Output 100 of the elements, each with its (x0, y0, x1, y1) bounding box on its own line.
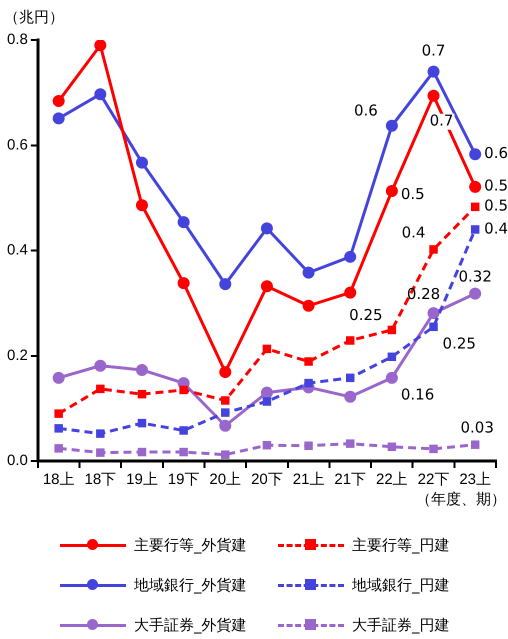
point (304, 441, 313, 450)
x-tick-label: 18下 (84, 471, 116, 488)
point (96, 448, 105, 457)
y-tick-label: 0.6 (6, 136, 28, 154)
point (221, 396, 230, 405)
x-axis-title: （年度、期） (416, 490, 506, 508)
point (138, 448, 146, 456)
point (386, 120, 398, 132)
data-label: 0.03 (460, 418, 494, 437)
x-tick-label: 21上 (292, 471, 324, 488)
point (94, 88, 106, 100)
point (52, 95, 65, 108)
x-tick-label: 22上 (376, 471, 408, 488)
y-tick-label: 0.8 (6, 31, 28, 48)
point (179, 386, 188, 394)
point (302, 266, 315, 279)
point (346, 374, 354, 382)
point (470, 225, 480, 234)
legend-label: 主要行等_外貨建 (134, 536, 246, 554)
point (386, 185, 398, 198)
data-label: 0.25 (349, 306, 383, 324)
y-axis-title: （兆円） (4, 8, 64, 26)
point (469, 180, 482, 193)
point (219, 366, 232, 378)
point (429, 245, 438, 254)
point (304, 357, 313, 366)
point (179, 448, 188, 456)
point (221, 408, 230, 417)
data-label: 0.6 (354, 102, 378, 120)
x-tick-label: 20上 (209, 471, 242, 488)
point (262, 440, 272, 450)
point (388, 442, 396, 452)
x-tick-label: 18上 (42, 471, 75, 488)
data-label: 0.5 (484, 176, 508, 195)
point (470, 440, 480, 449)
point (302, 300, 315, 312)
point (469, 148, 482, 160)
legend-label: 大手証券_外貨建 (134, 616, 246, 634)
x-tick-label: 21下 (334, 471, 366, 488)
point (346, 439, 354, 448)
data-label: 0.5 (400, 184, 425, 203)
point (94, 360, 106, 372)
data-label: 0.4 (484, 219, 508, 238)
y-tick-label: 0.0 (6, 452, 28, 470)
point (260, 280, 273, 292)
data-label: 0.32 (458, 268, 492, 286)
data-label: 0.7 (430, 112, 454, 130)
point (94, 40, 106, 52)
data-label: 0.7 (422, 41, 446, 60)
x-tick-label: 20下 (251, 471, 283, 488)
point (429, 444, 438, 454)
point (388, 326, 396, 334)
x-tick-label: 19下 (168, 471, 200, 488)
point (428, 90, 440, 102)
data-label: 0.28 (406, 285, 440, 304)
y-tick-label: 0.2 (6, 346, 28, 364)
point (344, 286, 356, 299)
point (344, 250, 356, 263)
point (136, 199, 148, 212)
point (52, 372, 65, 384)
point (469, 288, 482, 300)
data-label: 0.16 (400, 386, 434, 404)
point (219, 420, 232, 432)
point (429, 322, 438, 332)
point (138, 390, 146, 398)
point (136, 364, 148, 376)
data-label: 0.25 (442, 334, 476, 353)
point (52, 112, 65, 124)
point (344, 390, 356, 403)
point (388, 352, 396, 362)
point (178, 277, 190, 290)
legend-label: 大手証券_円建 (352, 616, 450, 634)
point (262, 344, 272, 354)
legend-label: 地域銀行_円建 (352, 576, 450, 594)
point (136, 156, 148, 169)
point (219, 278, 232, 290)
point (179, 426, 188, 435)
point (54, 444, 63, 453)
legend-label: 地域銀行_外貨建 (134, 576, 246, 594)
x-tick-label: 23上 (459, 471, 492, 488)
x-tick-label: 19上 (126, 471, 158, 488)
point (260, 386, 273, 399)
point (178, 216, 190, 228)
point (54, 409, 63, 418)
legend-label: 主要行等_円建 (352, 536, 450, 554)
point (346, 336, 354, 345)
point (138, 418, 146, 428)
point (428, 307, 440, 320)
data-label: 0.4 (402, 223, 426, 242)
data-label: 0.6 (484, 144, 508, 162)
point (304, 378, 313, 388)
x-tick-label: 22下 (418, 471, 450, 488)
point (96, 384, 105, 394)
point (260, 222, 273, 234)
point (428, 66, 440, 78)
data-label: 0.5 (484, 196, 508, 215)
point (221, 450, 230, 459)
point (470, 202, 480, 212)
y-tick-label: 0.4 (6, 242, 28, 259)
point (54, 424, 63, 433)
